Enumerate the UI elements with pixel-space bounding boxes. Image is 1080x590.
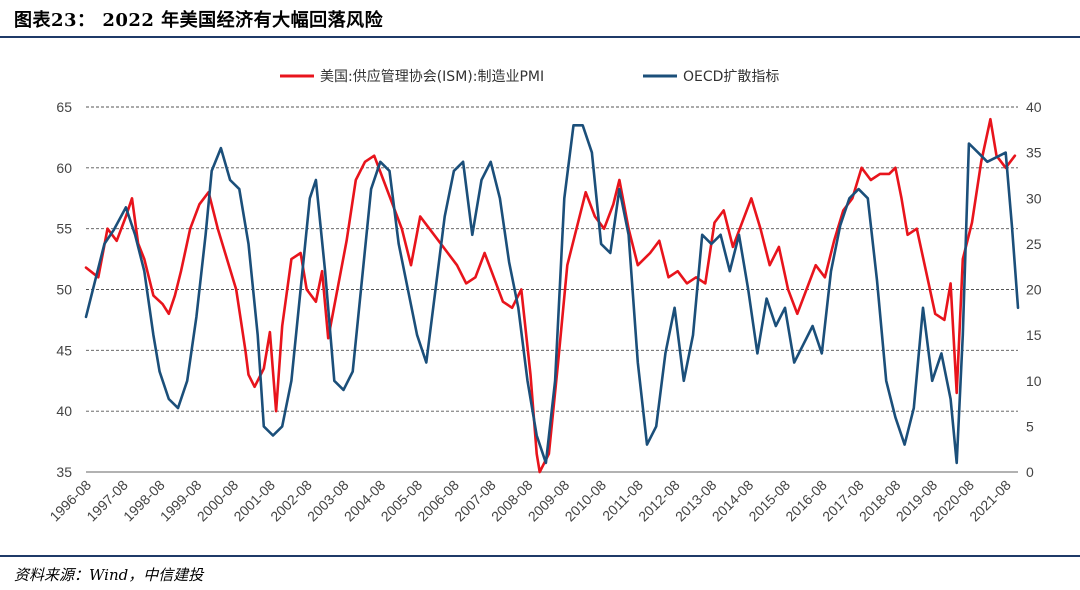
series-layer [84, 117, 1020, 474]
left-tick-label: 45 [56, 342, 72, 358]
chart-title: 图表23： 2022 年美国经济有大幅回落风险 [14, 10, 384, 31]
left-tick-label: 60 [56, 160, 72, 176]
chart-area: 35 40 45 50 55 60 65 0 5 10 15 20 25 30 35 40 1996-081… [46, 68, 1042, 525]
source-note: 资料来源：Wind，中信建投 [14, 566, 204, 584]
left-tick-label: 40 [56, 403, 72, 419]
left-tick-label: 35 [56, 464, 72, 480]
left-axis-ticks: 35 40 45 50 55 60 65 [56, 99, 72, 480]
left-tick-label: 50 [56, 282, 72, 298]
series-line-ism-pmi [84, 117, 1017, 474]
right-tick-label: 35 [1026, 145, 1042, 161]
series-line-oecd [84, 124, 1020, 465]
right-tick-label: 0 [1026, 464, 1034, 480]
footer-divider [0, 555, 1080, 557]
legend-item-ism-pmi-label: 美国:供应管理协会(ISM):制造业PMI [320, 68, 544, 85]
right-axis-ticks: 0 5 10 15 20 25 30 35 40 [1026, 99, 1042, 480]
x-tick-label: 2010-08 [562, 477, 610, 525]
x-tick-label: 2021-08 [966, 477, 1014, 525]
right-tick-label: 20 [1026, 282, 1042, 298]
right-tick-label: 30 [1026, 190, 1042, 206]
right-tick-label: 15 [1026, 327, 1042, 343]
right-tick-label: 40 [1026, 99, 1042, 115]
legend-item-oecd-label: OECD扩散指标 [683, 69, 779, 85]
x-axis-ticks: 1996-081997-081998-081999-082000-082001-… [46, 477, 1014, 525]
grid-lines [86, 106, 1018, 473]
title-divider [0, 36, 1080, 38]
right-tick-label: 25 [1026, 236, 1042, 252]
left-tick-label: 65 [56, 99, 72, 115]
right-tick-label: 10 [1026, 373, 1042, 389]
legend: 美国:供应管理协会(ISM):制造业PMI OECD扩散指标 [280, 68, 779, 85]
right-tick-label: 5 [1026, 418, 1034, 434]
header: 图表23： 2022 年美国经济有大幅回落风险 [0, 0, 1080, 40]
left-tick-label: 55 [56, 221, 72, 237]
